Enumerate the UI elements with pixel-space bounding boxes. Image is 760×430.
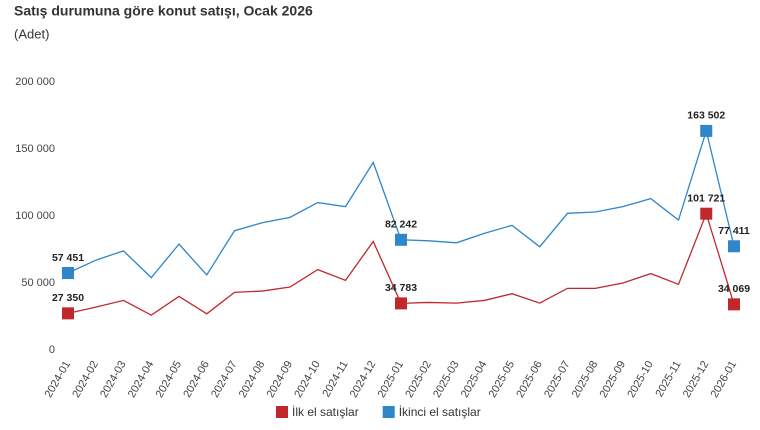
x-tick-label: 2025-02 bbox=[403, 359, 434, 400]
chart-subtitle: (Adet) bbox=[14, 26, 49, 41]
point-marker bbox=[395, 297, 407, 310]
x-tick-label: 2024-04 bbox=[126, 359, 157, 400]
x-tick-label: 2024-07 bbox=[209, 359, 240, 400]
value-label: 27 350 bbox=[52, 292, 84, 304]
x-tick-label: 2025-06 bbox=[514, 359, 545, 400]
x-tick-label: 2024-09 bbox=[265, 359, 296, 400]
x-tick-label: 2024-11 bbox=[320, 359, 350, 399]
point-marker bbox=[395, 233, 407, 246]
x-tick-label: 2024-10 bbox=[292, 359, 323, 400]
x-tick-label: 2025-12 bbox=[681, 359, 712, 400]
value-label: 34 783 bbox=[385, 282, 417, 294]
x-tick-label: 2024-03 bbox=[98, 359, 129, 400]
y-tick-label: 150 000 bbox=[15, 143, 55, 155]
x-tick-label: 2024-06 bbox=[181, 359, 212, 400]
x-tick-label: 2024-08 bbox=[237, 359, 268, 400]
value-label: 82 242 bbox=[385, 219, 417, 231]
point-marker bbox=[728, 298, 740, 311]
x-tick-label: 2025-08 bbox=[570, 359, 601, 400]
y-tick-label: 100 000 bbox=[15, 210, 55, 222]
value-label: 57 451 bbox=[52, 252, 84, 264]
x-tick-label: 2025-09 bbox=[598, 359, 629, 400]
x-tick-label: 2025-07 bbox=[542, 359, 573, 400]
point-marker bbox=[700, 124, 713, 137]
value-label: 34 069 bbox=[718, 283, 750, 295]
x-tick-label: 2025-04 bbox=[459, 359, 490, 400]
y-tick-label: 50 000 bbox=[21, 277, 55, 289]
legend-label: İkinci el satışlar bbox=[399, 405, 481, 419]
legend-swatch bbox=[382, 406, 395, 418]
x-tick-label: 2024-12 bbox=[348, 359, 379, 400]
x-tick-label: 2026-01 bbox=[709, 359, 740, 400]
value-label: 77 411 bbox=[718, 225, 750, 237]
value-label: 101 721 bbox=[687, 192, 725, 204]
legend-swatch bbox=[276, 406, 288, 418]
chart-title: Satış durumuna göre konut satışı, Ocak 2… bbox=[14, 3, 313, 19]
x-tick-label: 2025-10 bbox=[625, 359, 656, 400]
x-tick-label: 2024-02 bbox=[70, 359, 101, 400]
y-tick-label: 200 000 bbox=[15, 76, 55, 88]
point-marker bbox=[728, 240, 740, 253]
x-tick-label: 2025-01 bbox=[376, 359, 407, 400]
series-line bbox=[67, 128, 735, 279]
value-label: 163 502 bbox=[687, 110, 725, 122]
x-tick-label: 2025-03 bbox=[431, 359, 462, 400]
x-tick-label: 2025-05 bbox=[487, 359, 518, 400]
point-marker bbox=[700, 207, 713, 220]
legend-label: İlk el satışlar bbox=[292, 405, 359, 419]
x-tick-label: 2024-05 bbox=[154, 359, 185, 400]
x-tick-label: 2025-11 bbox=[653, 359, 683, 399]
point-marker bbox=[62, 307, 74, 320]
y-tick-label: 0 bbox=[49, 344, 55, 356]
point-marker bbox=[62, 267, 74, 280]
x-tick-label: 2024-01 bbox=[43, 359, 74, 400]
